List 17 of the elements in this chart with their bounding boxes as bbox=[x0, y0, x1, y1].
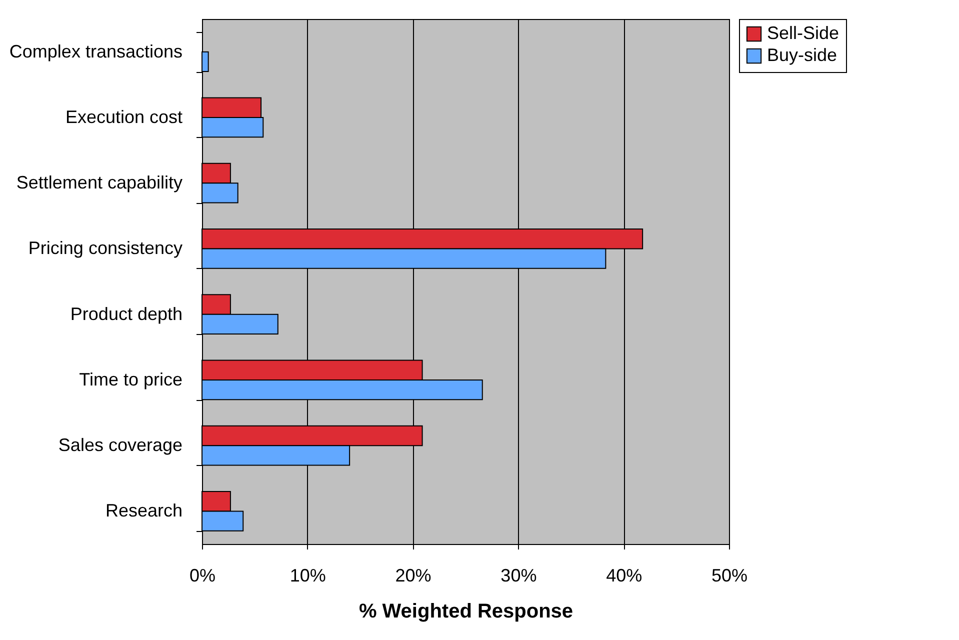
y-tick-label: Sales coverage bbox=[58, 435, 182, 456]
y-tick-label: Execution cost bbox=[65, 106, 182, 127]
y-tick-label: Time to price bbox=[79, 369, 182, 390]
y-tick-label: Settlement capability bbox=[16, 172, 182, 193]
y-tick-label: Complex transactions bbox=[9, 41, 182, 62]
y-tick-label: Pricing consistency bbox=[28, 238, 182, 258]
x-tick-label: 30% bbox=[500, 566, 537, 586]
x-axis-title: % Weighted Response bbox=[358, 600, 574, 622]
x-tick-label: 10% bbox=[290, 566, 326, 586]
y-tick-label: Research bbox=[105, 500, 182, 521]
y-tick-label: Product depth bbox=[70, 304, 182, 324]
x-tick-label: 40% bbox=[606, 566, 642, 586]
x-tick-label: 20% bbox=[395, 566, 432, 586]
legend-label: Sell-Side bbox=[767, 23, 840, 43]
x-tick-label: 50% bbox=[711, 566, 748, 586]
legend-label: Buy-side bbox=[767, 45, 838, 65]
x-tick-label: 0% bbox=[189, 566, 216, 586]
